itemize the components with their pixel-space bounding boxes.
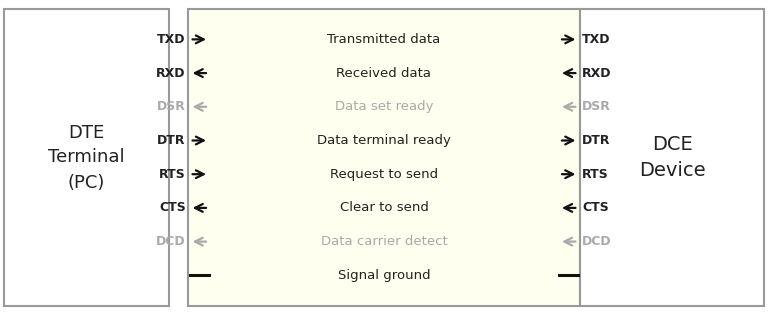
Text: Data terminal ready: Data terminal ready [317,134,451,147]
Text: DCD: DCD [582,235,612,248]
Text: DSR: DSR [582,100,611,113]
Text: TXD: TXD [157,33,186,46]
Text: DCD: DCD [156,235,186,248]
Text: Signal ground: Signal ground [338,269,430,282]
Text: DTR: DTR [582,134,611,147]
Text: DCE
Device: DCE Device [639,135,705,180]
Text: CTS: CTS [582,201,609,215]
Text: Data carrier detect: Data carrier detect [320,235,448,248]
Bar [580,9,764,306]
Text: RXD: RXD [582,66,611,80]
Text: Clear to send: Clear to send [339,201,429,215]
Bar [188,9,580,306]
Text: Received data: Received data [336,66,432,80]
Text: RTS: RTS [582,168,609,181]
Text: Transmitted data: Transmitted data [327,33,441,46]
Text: CTS: CTS [159,201,186,215]
Bar [4,9,169,306]
Text: DTR: DTR [157,134,186,147]
Text: Data set ready: Data set ready [335,100,433,113]
Text: RTS: RTS [159,168,186,181]
Text: Request to send: Request to send [330,168,438,181]
Text: TXD: TXD [582,33,611,46]
Text: DSR: DSR [157,100,186,113]
Text: DTE
Terminal
(PC): DTE Terminal (PC) [48,123,124,192]
Text: RXD: RXD [157,66,186,80]
